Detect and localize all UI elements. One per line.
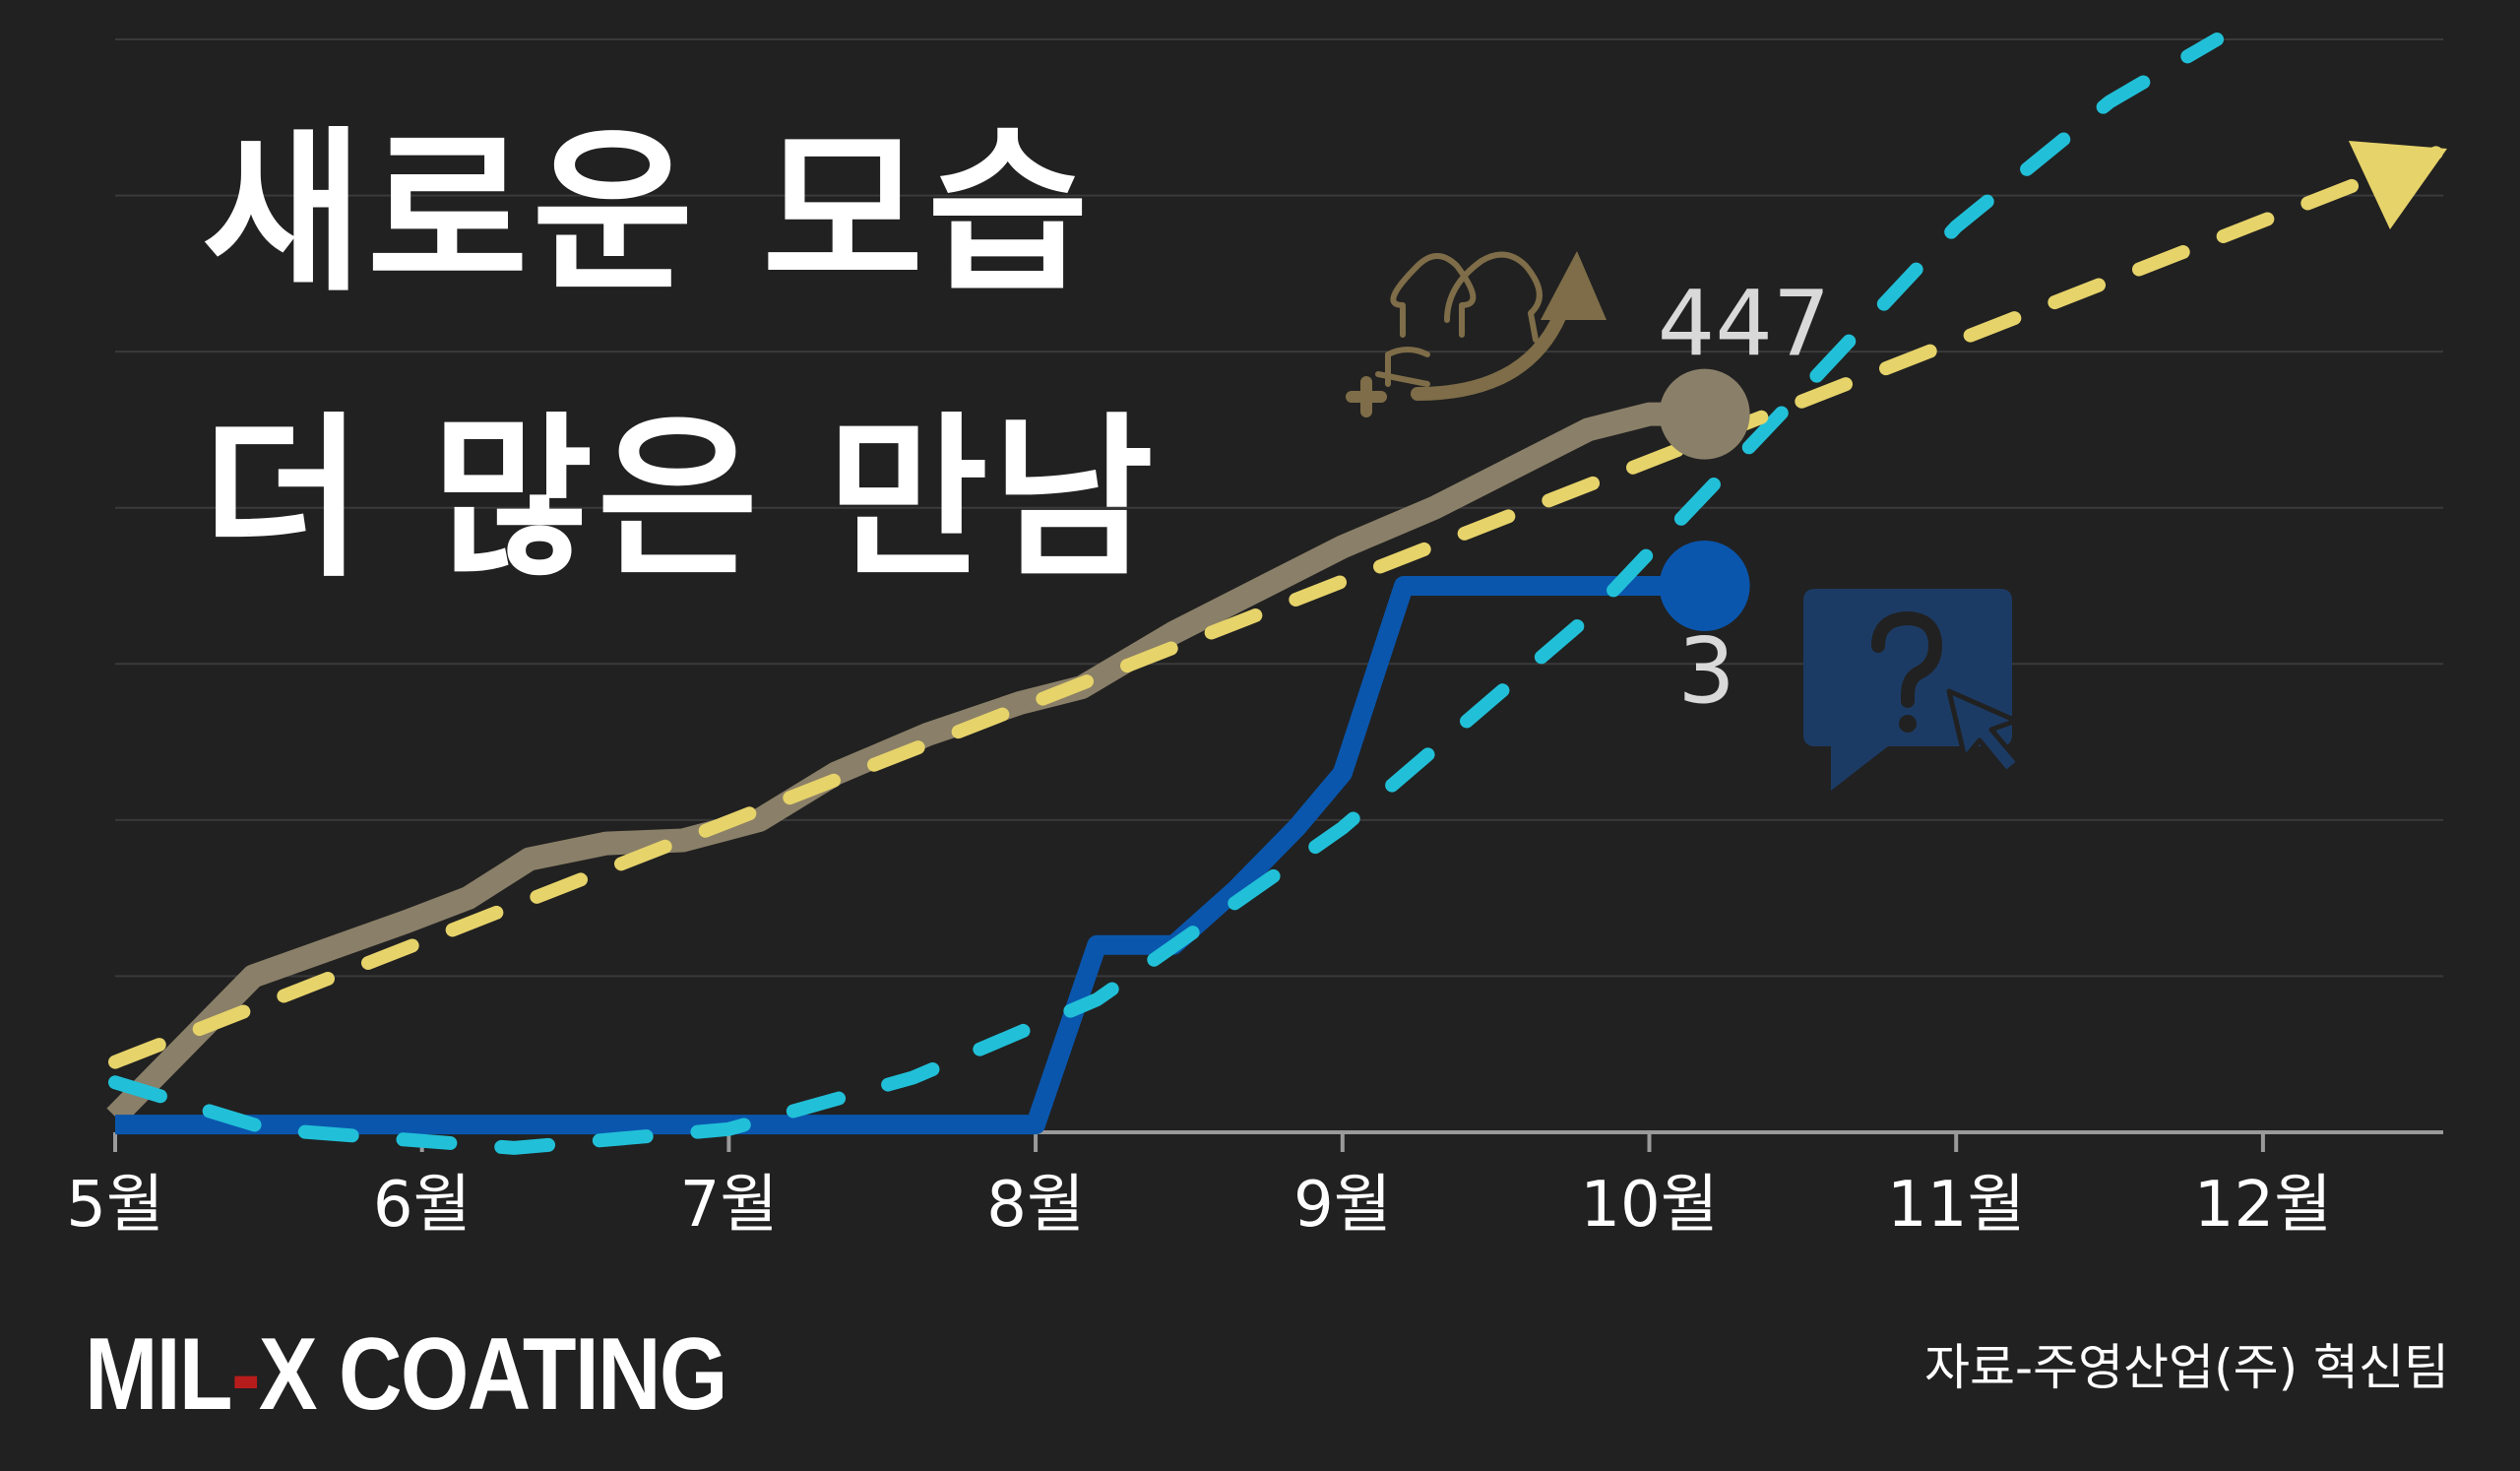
grid-lines [115,38,2443,1134]
source-credit: 자료-주영산업(주) 혁신팀 [1924,1339,2449,1396]
members-end-marker [1659,368,1750,460]
members-end-label: 447 [1658,272,1831,377]
brand-right: X COATING [258,1317,728,1432]
x-axis: 5월 6월 7월 8월 9월 10월 11월 12월 [66,1132,2332,1242]
x-tick-label: 9월 [1293,1169,1392,1242]
x-tick-label: 7월 [680,1169,779,1242]
brand-logo: MIL-X COATING [85,1323,727,1426]
headline-line-2: 더 많은 만남 [202,397,1158,601]
x-tick-label: 5월 [66,1169,164,1242]
members-trend-line [108,142,2454,1069]
inquiries-line [115,576,1705,1135]
trend-arrow-head [2348,141,2447,229]
headline-line-1: 새로운 모습 [202,111,1093,315]
brand-left: MIL [85,1317,233,1432]
inquiries-end-marker [1659,541,1750,631]
inquiries-end-label: 3 [1677,618,1735,724]
x-tick-label: 8월 [986,1169,1085,1242]
series-layer: 447 3 [106,32,2454,1155]
x-tick-label: 11월 [1887,1169,2025,1242]
users-growth-icon [1346,251,1606,417]
x-tick-label: 10월 [1580,1169,1718,1242]
inquiries-trend-line [108,32,2225,1155]
x-tick-label: 6월 [373,1169,472,1242]
brand-dash: - [230,1317,261,1432]
x-tick-label: 12월 [2194,1169,2332,1242]
question-chat-icon [1803,589,2022,791]
